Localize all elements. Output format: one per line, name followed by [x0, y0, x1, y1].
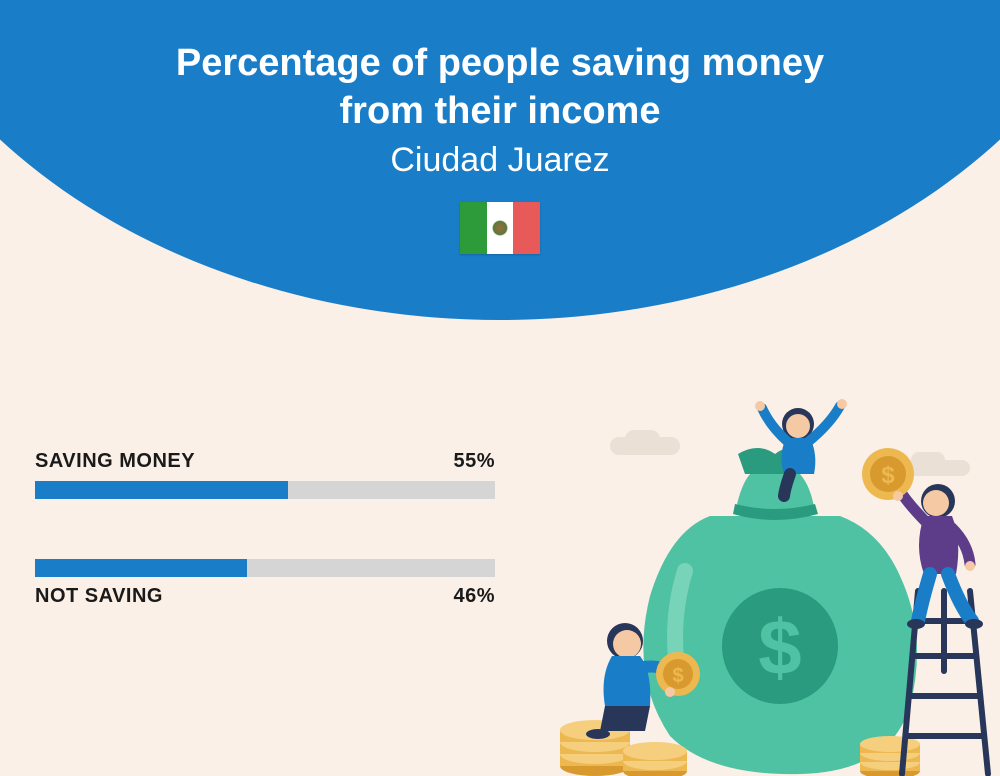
bar-track [35, 559, 495, 577]
bar-label-row: NOT SAVING 46% [35, 585, 495, 608]
flag-stripe-red [513, 202, 540, 254]
header: Percentage of people saving money from t… [0, 40, 1000, 259]
flag-emblem-icon [492, 220, 508, 236]
bar-fill [35, 481, 288, 499]
svg-text:$: $ [672, 665, 683, 687]
title-line-1: Percentage of people saving money [176, 42, 824, 84]
bar-label: NOT SAVING [35, 585, 163, 608]
bar-saving-money: SAVING MONEY 55% [35, 450, 495, 499]
svg-text:$: $ [758, 603, 801, 691]
bar-label-row: SAVING MONEY 55% [35, 450, 495, 473]
bar-track [35, 481, 495, 499]
bar-chart: SAVING MONEY 55% NOT SAVING 46% [35, 450, 495, 608]
bar-not-saving: NOT SAVING 46% [35, 559, 495, 608]
bar-label: SAVING MONEY [35, 450, 195, 473]
flag-stripe-green [460, 202, 487, 254]
subtitle: Ciudad Juarez [0, 141, 1000, 180]
svg-text:$: $ [881, 462, 895, 489]
coin-stack-icon [860, 736, 920, 776]
bar-value: 46% [453, 585, 495, 608]
mexico-flag-icon [460, 202, 540, 254]
page-title: Percentage of people saving money from t… [0, 40, 1000, 135]
bar-fill [35, 559, 247, 577]
title-line-2: from their income [340, 90, 661, 132]
bar-value: 55% [453, 450, 495, 473]
savings-illustration: $ [540, 396, 1000, 776]
